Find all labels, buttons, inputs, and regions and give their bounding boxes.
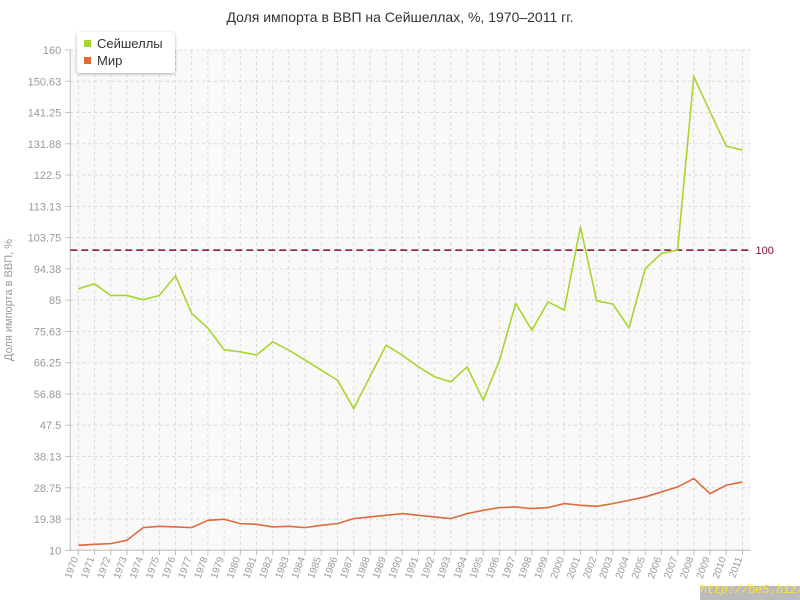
svg-text:56.88: 56.88 <box>34 389 62 401</box>
svg-text:100: 100 <box>756 245 774 257</box>
svg-text:122.5: 122.5 <box>34 170 62 182</box>
svg-text:141.25: 141.25 <box>28 108 62 120</box>
svg-text:66.25: 66.25 <box>34 358 62 370</box>
svg-text:85: 85 <box>49 295 61 307</box>
svg-text:113.13: 113.13 <box>28 201 61 213</box>
svg-text:38.13: 38.13 <box>34 451 62 463</box>
svg-text:150.63: 150.63 <box>28 76 62 88</box>
svg-text:47.5: 47.5 <box>40 420 61 432</box>
svg-text:28.75: 28.75 <box>34 483 62 495</box>
svg-text:160: 160 <box>43 45 61 57</box>
svg-text:94.38: 94.38 <box>34 264 62 276</box>
svg-text:19.38: 19.38 <box>34 514 62 526</box>
svg-text:75.63: 75.63 <box>34 326 62 338</box>
svg-text:131.88: 131.88 <box>28 139 62 151</box>
svg-text:10: 10 <box>49 545 61 557</box>
svg-text:103.75: 103.75 <box>28 233 62 245</box>
